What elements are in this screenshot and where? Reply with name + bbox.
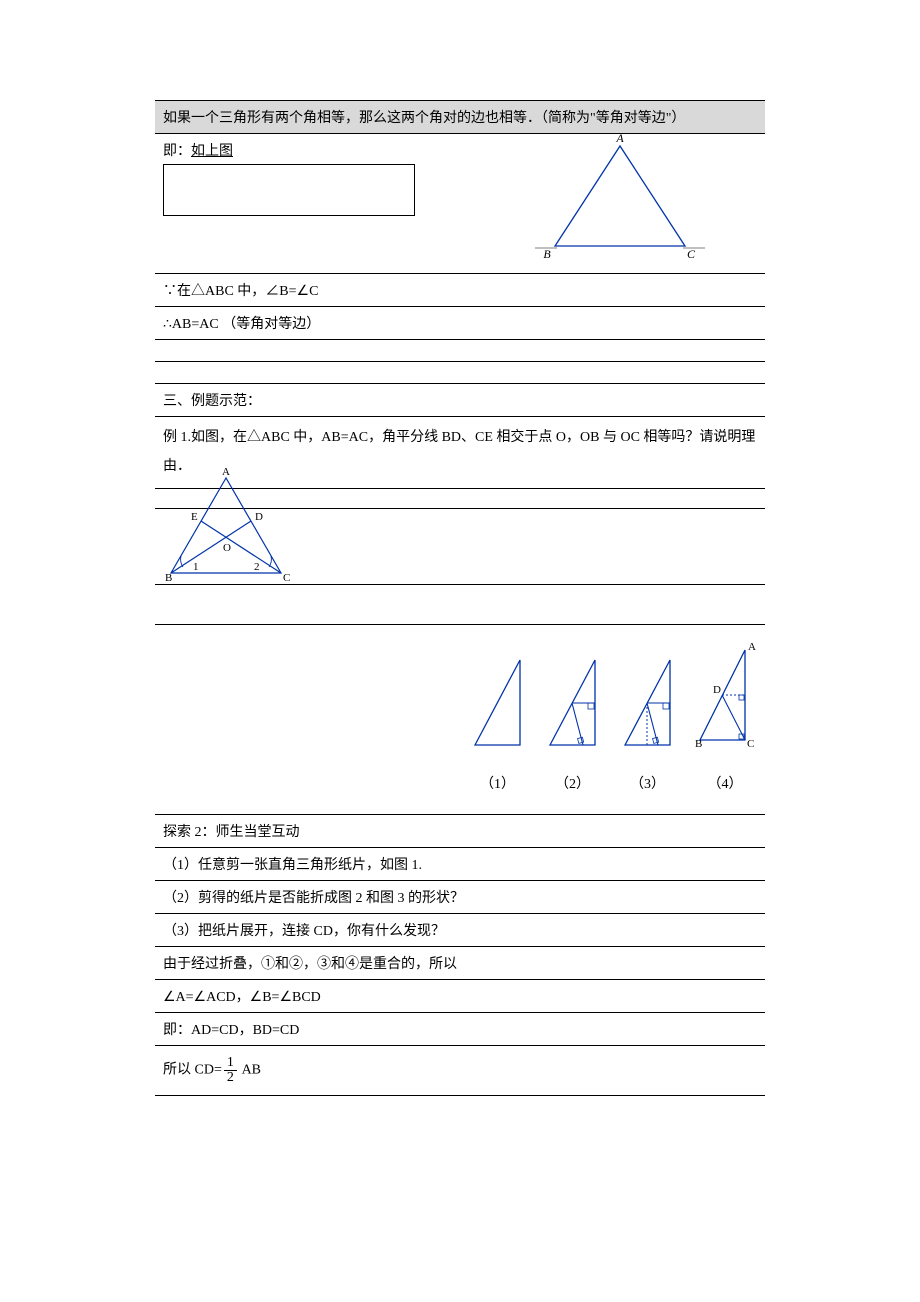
fold-lbl-1: （1）	[470, 773, 525, 793]
step4-text: 由于经过折叠，①和②，③和④是重合的，所以	[163, 957, 457, 972]
frac-den: 2	[224, 1071, 237, 1085]
theorem-illustration-row: 即：如上图 A B C	[155, 133, 765, 273]
fold-3: （3）	[620, 655, 675, 793]
fold-1: （1）	[470, 655, 525, 793]
step2-text: （2）剪得的纸片是否能折成图 2 和图 3 的形状？	[163, 891, 464, 906]
example1-diagram-row: A B C E D O 1 2	[155, 508, 765, 584]
ex1-O: O	[223, 542, 231, 554]
blank-box	[163, 164, 415, 216]
explore2-title-text: 探索 2：师生当堂互动	[163, 825, 300, 840]
folding-diagrams: （1） （2）	[470, 645, 755, 793]
section3-title-text: 三、例题示范：	[163, 394, 261, 409]
explore2-title: 探索 2：师生当堂互动	[155, 814, 765, 847]
step5-text: ∠A=∠ACD，∠B=∠BCD	[163, 990, 321, 1005]
premise-line: ∵在△ABC 中，∠B=∠C	[155, 273, 765, 306]
step1-text: （1）任意剪一张直角三角形纸片，如图 1.	[163, 858, 422, 873]
ex1-2: 2	[254, 561, 260, 573]
ex1-C: C	[283, 572, 290, 584]
explore2-step5: ∠A=∠ACD，∠B=∠BCD	[155, 979, 765, 1012]
explore2-step1: （1）任意剪一张直角三角形纸片，如图 1.	[155, 847, 765, 880]
lead-label: 即：	[163, 144, 191, 159]
final-post: AB	[239, 1063, 261, 1078]
ex1-A: A	[222, 466, 230, 478]
fold-lbl-2: （2）	[545, 773, 600, 793]
explore2-step3: （3）把纸片展开，连接 CD，你有什么发现？	[155, 913, 765, 946]
final-pre: 所以 CD=	[163, 1063, 222, 1078]
theorem-statement: 如果一个三角形有两个角相等，那么这两个角对的边也相等．（简称为"等角对等边"）	[155, 100, 765, 133]
ex1-E: E	[191, 511, 198, 523]
explore2-step2: （2）剪得的纸片是否能折成图 2 和图 3 的形状？	[155, 880, 765, 913]
frac-num: 1	[224, 1056, 237, 1071]
example1-triangle-diagram: A B C E D O 1 2	[161, 473, 291, 583]
fold-4: A B C D （4）	[695, 645, 755, 793]
ex1-D: D	[255, 511, 263, 523]
fold4-C: C	[747, 738, 754, 750]
fold-lbl-4: （4）	[695, 773, 755, 793]
theorem-text: 如果一个三角形有两个角相等，那么这两个角对的边也相等．（简称为"等角对等边"）	[163, 111, 685, 126]
fraction-half: 12	[224, 1056, 237, 1085]
ex1-1: 1	[193, 561, 199, 573]
explore2-step4: 由于经过折叠，①和②，③和④是重合的，所以	[155, 946, 765, 979]
explore2-final: 所以 CD=12 AB	[155, 1045, 765, 1096]
theorem-lead: 即：如上图	[163, 140, 415, 216]
label-C: C	[687, 247, 696, 261]
conclusion-line: ∴AB=AC （等角对等边）	[155, 306, 765, 339]
fold4-A: A	[748, 641, 756, 653]
folding-diagrams-row: （1） （2）	[155, 624, 765, 814]
fold-2: （2）	[545, 655, 600, 793]
conclusion-text: ∴AB=AC （等角对等边）	[163, 317, 320, 332]
example1-text: 例 1.如图，在△ABC 中，AB=AC，角平分线 BD、CE 相交于点 O，O…	[163, 430, 755, 474]
ex1-B: B	[165, 572, 172, 584]
label-A: A	[615, 131, 624, 145]
label-B: B	[543, 247, 551, 261]
fold4-D: D	[713, 684, 721, 696]
empty-row-3	[155, 584, 765, 624]
empty-row-1	[155, 339, 765, 361]
lead-link: 如上图	[191, 144, 233, 159]
empty-row-2	[155, 361, 765, 383]
fold-lbl-3: （3）	[620, 773, 675, 793]
step3-text: （3）把纸片展开，连接 CD，你有什么发现？	[163, 924, 445, 939]
isosceles-triangle-diagram: A B C	[535, 136, 705, 266]
explore2-step6: 即：AD=CD，BD=CD	[155, 1012, 765, 1045]
document-page: 如果一个三角形有两个角相等，那么这两个角对的边也相等．（简称为"等角对等边"） …	[0, 0, 920, 1156]
section3-title: 三、例题示范：	[155, 383, 765, 416]
premise-text: ∵在△ABC 中，∠B=∠C	[163, 284, 318, 299]
fold4-B: B	[695, 738, 702, 750]
step6-text: 即：AD=CD，BD=CD	[163, 1023, 299, 1038]
